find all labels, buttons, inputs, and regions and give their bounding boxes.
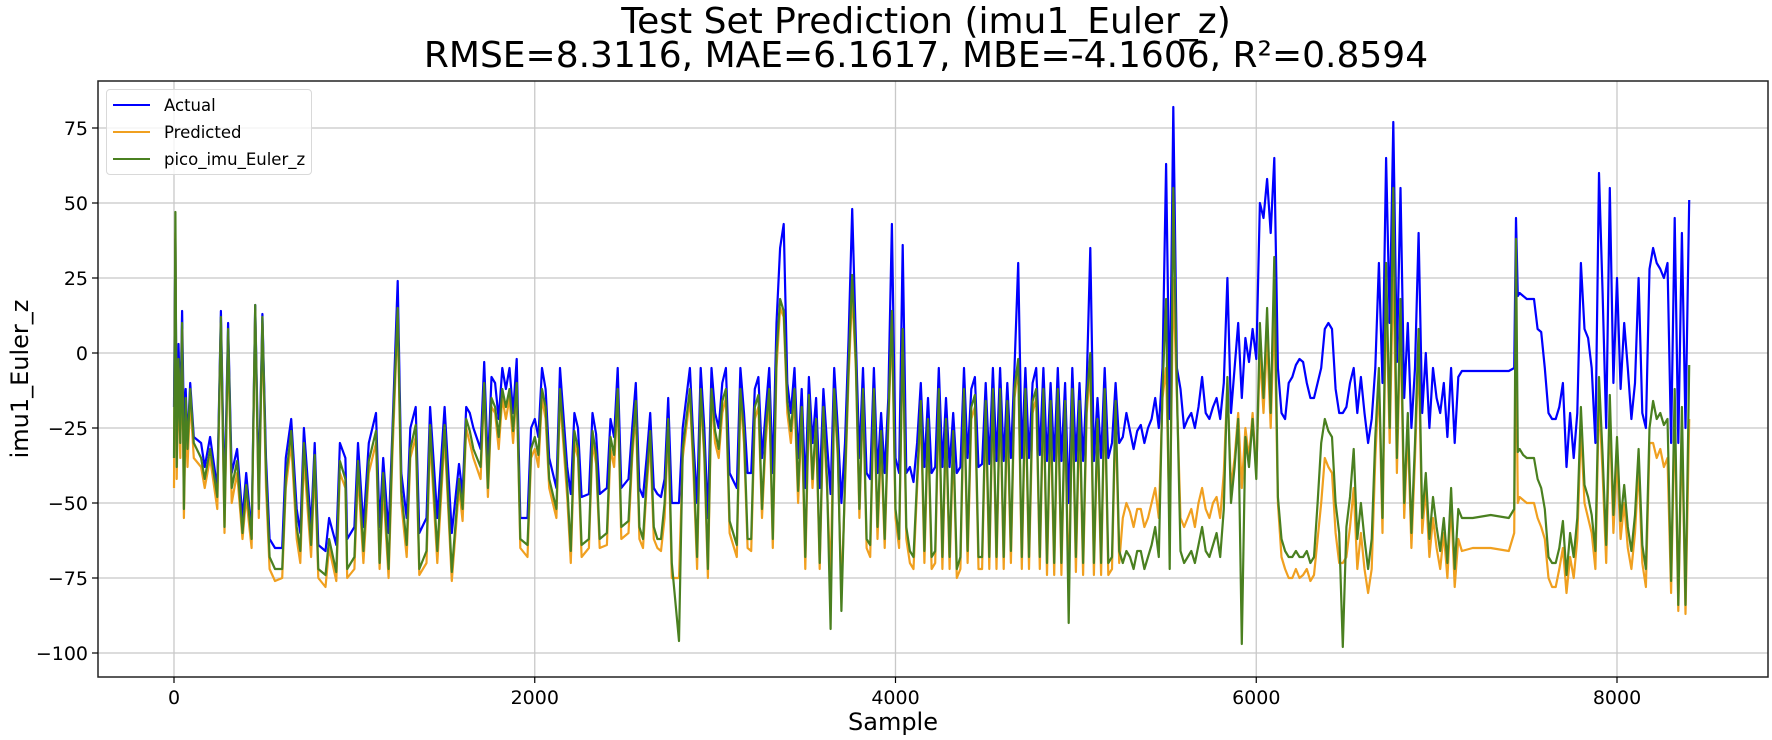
- y-tick-label: −75: [48, 568, 88, 590]
- y-tick-label: −100: [36, 643, 88, 665]
- x-tick-label: 8000: [1593, 687, 1641, 709]
- legend-swatch-actual: [113, 104, 150, 106]
- grid-lines: [98, 81, 1768, 677]
- legend-item-actual: Actual: [113, 92, 216, 118]
- x-tick-label: 0: [168, 687, 180, 709]
- y-tick-label: 25: [64, 268, 88, 290]
- y-tick-label: 75: [64, 118, 88, 140]
- series-line-pico-imu-euler-z: [172, 186, 1691, 649]
- legend: Actual Predicted pico_imu_Euler_z: [106, 89, 312, 175]
- y-tick-label: −50: [48, 493, 88, 515]
- x-axis-ticks: 0 2000 4000 6000 8000: [168, 677, 1641, 709]
- legend-item-predicted: Predicted: [113, 119, 241, 145]
- legend-swatch-predicted: [113, 131, 150, 133]
- x-tick-label: 6000: [1232, 687, 1280, 709]
- series-line-actual: [172, 105, 1691, 553]
- y-tick-label: 0: [76, 343, 88, 365]
- chart-subtitle-metrics: RMSE=8.3116, MAE=6.1617, MBE=-4.1606, R²…: [423, 35, 1429, 76]
- y-tick-label: 50: [64, 193, 88, 215]
- x-tick-label: 2000: [511, 687, 559, 709]
- legend-label: Actual: [164, 95, 216, 115]
- axes-frame: [97, 80, 1769, 678]
- legend-label: pico_imu_Euler_z: [164, 149, 306, 169]
- legend-item-pico-imu: pico_imu_Euler_z: [113, 146, 305, 172]
- data-series: [172, 105, 1691, 649]
- y-tick-label: −25: [48, 418, 88, 440]
- legend-label: Predicted: [164, 122, 242, 142]
- chart-title: Test Set Prediction (imu1_Euler_z): [621, 1, 1231, 42]
- y-axis-ticks: 75 50 25 0 −25 −50 −75 −100: [36, 118, 98, 665]
- legend-swatch-pico-imu: [113, 158, 150, 160]
- x-axis-label: Sample: [848, 708, 938, 736]
- y-axis-label: imu1_Euler_z: [6, 300, 34, 459]
- x-tick-label: 4000: [871, 687, 919, 709]
